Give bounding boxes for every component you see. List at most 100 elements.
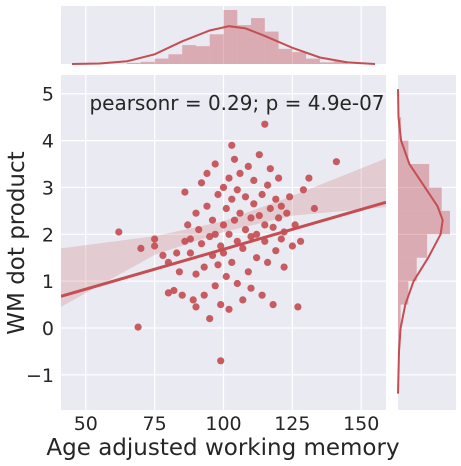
right-marginal-histogram	[398, 93, 450, 375]
scatter-point	[192, 303, 200, 311]
main-panel: 50 75 100 125 150 −1 0 1 2 3 4 5 pearsonr = 0.29; …	[4, 75, 400, 461]
top-hist-bar	[168, 54, 183, 64]
scatter-point	[151, 235, 159, 243]
y-tick-label: 5	[42, 84, 54, 106]
y-tick-label: 3	[42, 177, 54, 199]
top-hist-bar	[237, 25, 252, 64]
scatter-point	[228, 141, 236, 149]
scatter-point	[280, 263, 288, 271]
scatter-point	[310, 204, 318, 213]
scatter-point	[181, 237, 189, 245]
right-hist-bar	[398, 187, 442, 211]
scatter-point	[192, 270, 200, 278]
scatter-point	[197, 240, 206, 248]
regression-confidence-band	[61, 158, 386, 307]
scatter-point	[203, 169, 211, 177]
scatter-point	[208, 216, 217, 224]
right-hist-bar	[398, 210, 450, 235]
scatter-point	[200, 291, 208, 299]
scatter-point	[217, 357, 225, 365]
right-hist-bar	[398, 234, 428, 258]
y-tick-label: 0	[42, 318, 54, 340]
top-marginal-panel	[61, 6, 386, 65]
x-axis-label: Age adjusted working memory	[46, 435, 399, 461]
scatter-point	[186, 249, 194, 257]
scatter-point	[233, 186, 241, 194]
scatter-point	[275, 214, 283, 222]
top-hist-bar	[127, 62, 141, 64]
scatter-point	[230, 155, 239, 163]
scatter-point	[222, 272, 230, 281]
top-hist-bar	[278, 48, 293, 64]
right-hist-bar	[398, 257, 417, 282]
y-axis-label: WM dot product	[4, 151, 30, 334]
scatter-point	[255, 212, 263, 220]
scatter-point	[211, 282, 219, 290]
scatter-point	[286, 193, 294, 201]
scatter-point	[151, 242, 159, 250]
scatter-point	[288, 242, 296, 250]
scatter-point	[211, 160, 219, 168]
scatter-point	[269, 223, 277, 231]
scatter-point	[159, 251, 167, 259]
scatter-point	[175, 268, 183, 276]
x-tick-labels: 50 75 100 125 150	[74, 413, 380, 435]
scatter-point	[253, 230, 261, 238]
scatter-point	[197, 179, 206, 187]
scatter-point	[297, 237, 305, 245]
right-marginal-background	[398, 75, 456, 410]
y-tick-label: 1	[42, 271, 54, 293]
top-hist-bar	[306, 58, 320, 64]
top-hist-bar	[223, 10, 238, 64]
scatter-point	[247, 284, 255, 292]
scatter-point	[228, 195, 236, 203]
top-marginal-kde	[71, 25, 376, 65]
scatter-point	[261, 237, 269, 245]
scatter-points	[115, 120, 340, 365]
scatter-point	[264, 181, 272, 189]
scatter-point	[233, 237, 241, 245]
scatter-point	[164, 289, 172, 297]
scatter-point	[170, 286, 178, 295]
right-hist-bar	[398, 328, 400, 352]
scatter-point	[214, 261, 222, 269]
right-marginal-kde	[397, 89, 444, 394]
right-marginal-grid	[398, 93, 456, 376]
scatter-point	[137, 244, 145, 252]
x-tick-label: 125	[274, 413, 310, 435]
scatter-point	[277, 235, 285, 243]
scatter-point	[255, 151, 263, 159]
scatter-point	[247, 233, 255, 241]
scatter-point	[275, 174, 283, 182]
scatter-point	[225, 174, 233, 182]
scatter-point	[178, 291, 186, 299]
scatter-point	[250, 200, 258, 208]
scatter-point	[236, 209, 244, 217]
right-hist-bar	[398, 140, 409, 165]
scatter-point	[299, 186, 307, 194]
top-hist-bar	[182, 45, 196, 64]
scatter-point	[247, 214, 255, 222]
scatter-point	[277, 202, 285, 210]
y-tick-label: −1	[26, 365, 54, 387]
top-hist-bar	[140, 61, 155, 64]
scatter-point	[258, 291, 266, 299]
scatter-point	[217, 301, 225, 309]
scatter-point	[203, 202, 211, 210]
scatter-point	[219, 221, 228, 229]
y-tick-label: 4	[42, 131, 54, 153]
scatter-point	[225, 230, 233, 238]
scatter-point	[217, 242, 225, 250]
top-hist-bar	[333, 61, 348, 64]
scatter-point	[222, 204, 230, 213]
scatter-point	[236, 169, 244, 177]
top-hist-bar	[154, 58, 169, 64]
scatter-point	[134, 323, 142, 331]
top-hist-bar	[292, 52, 307, 64]
scatter-point	[189, 296, 197, 304]
scatter-point	[233, 279, 241, 288]
x-tick-label: 100	[205, 413, 241, 435]
scatter-point	[195, 226, 203, 234]
top-hist-bar	[251, 18, 265, 65]
